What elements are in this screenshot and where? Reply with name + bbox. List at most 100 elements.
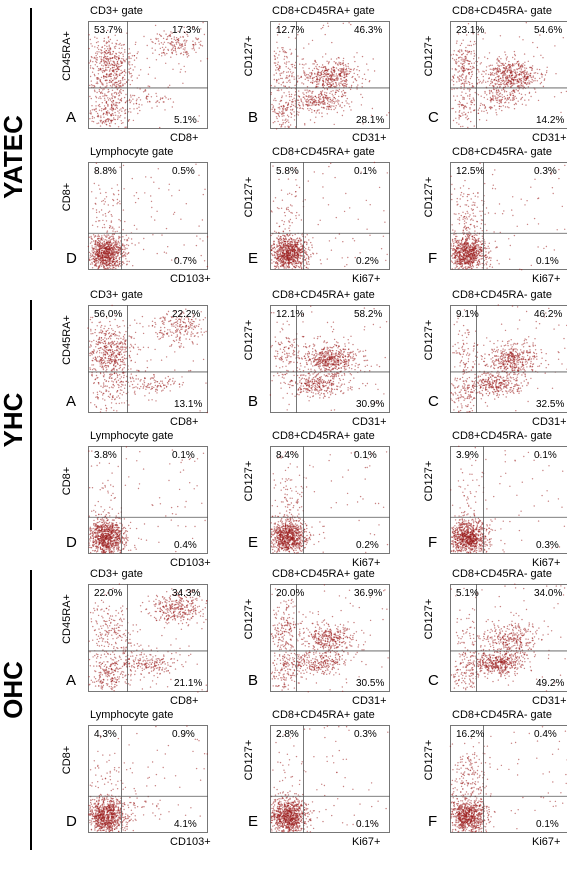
event-dot bbox=[461, 75, 462, 76]
event-dot bbox=[281, 239, 282, 240]
event-dot bbox=[509, 77, 510, 78]
event-dot bbox=[277, 266, 278, 267]
event-dot bbox=[124, 79, 125, 80]
event-dot bbox=[105, 259, 106, 260]
event-dot bbox=[478, 71, 479, 72]
event-dot bbox=[482, 104, 483, 105]
event-dot bbox=[100, 193, 101, 194]
event-dot bbox=[334, 177, 335, 178]
event-dot bbox=[299, 105, 300, 106]
event-dot bbox=[325, 66, 326, 67]
event-dot bbox=[113, 247, 114, 248]
event-dot bbox=[105, 239, 106, 240]
event-dot bbox=[178, 63, 179, 64]
event-dot bbox=[283, 122, 284, 123]
event-dot bbox=[306, 74, 307, 75]
event-dot bbox=[292, 222, 293, 223]
event-dot bbox=[451, 79, 452, 80]
event-dot bbox=[310, 242, 311, 243]
event-dot bbox=[309, 105, 310, 106]
event-dot bbox=[145, 89, 146, 90]
event-dot bbox=[113, 242, 114, 243]
event-dot bbox=[284, 267, 285, 268]
event-dot bbox=[518, 68, 519, 69]
event-dot bbox=[103, 250, 104, 251]
event-dot bbox=[281, 241, 282, 242]
event-dot bbox=[520, 99, 521, 100]
event-dot bbox=[461, 57, 462, 58]
event-dot bbox=[115, 265, 116, 266]
event-dot bbox=[330, 78, 331, 79]
event-dot bbox=[110, 120, 111, 121]
event-dot bbox=[182, 83, 183, 84]
event-dot bbox=[496, 94, 497, 95]
event-dot bbox=[315, 117, 316, 118]
event-dot bbox=[125, 247, 126, 248]
event-dot bbox=[130, 84, 131, 85]
event-dot bbox=[169, 184, 170, 185]
event-dot bbox=[517, 61, 518, 62]
event-dot bbox=[126, 81, 127, 82]
event-dot bbox=[481, 96, 482, 97]
event-dot bbox=[274, 56, 275, 57]
event-dot bbox=[96, 42, 97, 43]
event-dot bbox=[113, 115, 114, 116]
event-dot bbox=[132, 64, 133, 65]
event-dot bbox=[303, 70, 304, 71]
event-dot bbox=[509, 92, 510, 93]
event-dot bbox=[94, 261, 95, 262]
event-dot bbox=[309, 90, 310, 91]
event-dot bbox=[357, 74, 358, 75]
event-dot bbox=[342, 84, 343, 85]
event-dot bbox=[305, 236, 306, 237]
event-dot bbox=[288, 61, 289, 62]
event-dot bbox=[528, 99, 529, 100]
event-dot bbox=[514, 83, 515, 84]
event-dot bbox=[498, 71, 499, 72]
event-dot bbox=[111, 222, 112, 223]
event-dot bbox=[101, 243, 102, 244]
event-dot bbox=[517, 90, 518, 91]
event-dot bbox=[474, 125, 475, 126]
event-dot bbox=[95, 197, 96, 198]
event-dot bbox=[303, 108, 304, 109]
event-dot bbox=[327, 258, 328, 259]
event-dot bbox=[465, 93, 466, 94]
event-dot bbox=[111, 188, 112, 189]
event-dot bbox=[90, 61, 91, 62]
event-dot bbox=[329, 76, 330, 77]
event-dot bbox=[346, 75, 347, 76]
event-dot bbox=[102, 52, 103, 53]
event-dot bbox=[301, 248, 302, 249]
event-dot bbox=[295, 234, 296, 235]
event-dot bbox=[105, 215, 106, 216]
event-dot bbox=[289, 221, 290, 222]
event-dot bbox=[294, 252, 295, 253]
event-dot bbox=[336, 73, 337, 74]
x-axis-label: Ki67+ bbox=[352, 273, 380, 285]
event-dot bbox=[512, 79, 513, 80]
event-dot bbox=[180, 69, 181, 70]
event-dot bbox=[272, 107, 273, 108]
event-dot bbox=[387, 172, 388, 173]
event-dot bbox=[327, 100, 328, 101]
event-dot bbox=[505, 66, 506, 67]
event-dot bbox=[136, 103, 137, 104]
event-dot bbox=[468, 63, 469, 64]
event-dot bbox=[289, 255, 290, 256]
event-dot bbox=[453, 78, 454, 79]
event-dot bbox=[329, 82, 330, 83]
event-dot bbox=[280, 106, 281, 107]
event-dot bbox=[149, 86, 150, 87]
event-dot bbox=[467, 50, 468, 51]
event-dot bbox=[309, 249, 310, 250]
gate-title: CD3+ gate bbox=[90, 5, 143, 17]
event-dot bbox=[106, 41, 107, 42]
event-dot bbox=[117, 115, 118, 116]
event-dot bbox=[384, 222, 385, 223]
event-dot bbox=[97, 47, 98, 48]
event-dot bbox=[284, 228, 285, 229]
event-dot bbox=[93, 258, 94, 259]
event-dot bbox=[463, 40, 464, 41]
event-dot bbox=[357, 84, 358, 85]
